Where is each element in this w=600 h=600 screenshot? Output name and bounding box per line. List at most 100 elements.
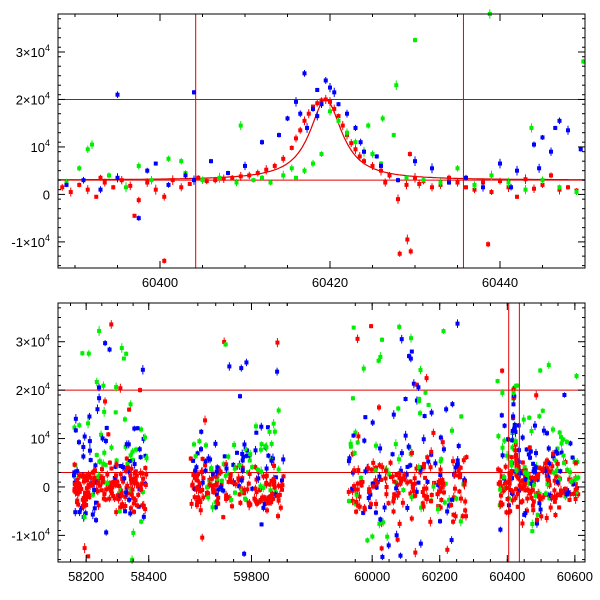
- data-point-group: [113, 410, 118, 415]
- data-point-group: [416, 463, 421, 471]
- data-point-group: [514, 485, 519, 493]
- data-point: [140, 489, 145, 494]
- data-point: [215, 465, 220, 470]
- data-point: [508, 509, 513, 514]
- data-point-group: [403, 396, 408, 402]
- data-point: [166, 182, 171, 187]
- data-point-group: [373, 467, 378, 473]
- data-point-group: [94, 194, 99, 199]
- data-point: [541, 428, 546, 433]
- data-point-group: [537, 499, 542, 508]
- data-point-group: [510, 488, 515, 495]
- data-point: [511, 402, 516, 407]
- data-point-group: [514, 383, 519, 389]
- data-point-group: [107, 495, 112, 503]
- data-point-group: [86, 470, 91, 480]
- data-point-group: [374, 154, 379, 159]
- data-point: [576, 492, 581, 497]
- data-point-group: [549, 172, 553, 179]
- data-point-group: [504, 509, 509, 516]
- data-point: [110, 485, 115, 490]
- data-point: [441, 490, 446, 495]
- data-point-group: [521, 414, 526, 425]
- data-point: [430, 166, 434, 171]
- data-point-group: [550, 493, 555, 501]
- data-point-group: [183, 171, 188, 179]
- data-point: [416, 465, 421, 470]
- data-point-group: [197, 479, 202, 488]
- data-point-group: [510, 426, 515, 436]
- data-point: [366, 466, 371, 471]
- data-point: [535, 517, 540, 522]
- data-point-group: [133, 496, 138, 504]
- data-point: [114, 510, 119, 515]
- data-point: [529, 488, 534, 493]
- data-point: [115, 175, 120, 180]
- data-point: [370, 534, 375, 539]
- data-point-group: [358, 475, 363, 481]
- data-point: [443, 481, 448, 486]
- data-point: [244, 453, 249, 458]
- data-point-group: [532, 421, 537, 431]
- data-point-group: [232, 490, 237, 496]
- data-point: [365, 538, 370, 543]
- data-point: [452, 473, 457, 478]
- data-point: [223, 473, 228, 478]
- data-point-group: [515, 504, 520, 510]
- data-point: [404, 175, 409, 180]
- data-point: [354, 499, 359, 504]
- data-point-group: [390, 451, 395, 457]
- data-point: [518, 471, 523, 476]
- data-point: [217, 175, 222, 180]
- data-point-group: [242, 485, 247, 494]
- data-point: [463, 499, 468, 504]
- data-point: [363, 469, 368, 474]
- data-point: [548, 505, 553, 510]
- data-point-group: [355, 439, 360, 446]
- data-point-group: [135, 426, 140, 431]
- data-point-group: [93, 500, 98, 505]
- y-tick-label: 104: [31, 138, 50, 155]
- data-point: [447, 497, 452, 502]
- data-point-group: [516, 463, 521, 471]
- data-point-group: [557, 505, 562, 510]
- data-point: [305, 125, 310, 130]
- data-point: [428, 519, 433, 524]
- data-point-group: [92, 503, 97, 513]
- data-point-group: [498, 501, 503, 509]
- data-point: [94, 487, 99, 492]
- data-point-group: [362, 149, 366, 155]
- data-point-group: [425, 478, 430, 485]
- data-point-group: [384, 490, 389, 499]
- data-point-group: [528, 472, 533, 483]
- data-point-group: [162, 258, 167, 264]
- data-point-group: [538, 465, 543, 472]
- data-point-group: [259, 466, 264, 477]
- data-point-group: [285, 115, 290, 122]
- data-point: [429, 449, 434, 454]
- data-point: [123, 509, 128, 514]
- data-point-group: [547, 460, 552, 467]
- data-point-group: [130, 457, 135, 463]
- data-point-group: [270, 490, 275, 498]
- data-point-group: [354, 508, 359, 515]
- data-point: [571, 491, 576, 496]
- data-point: [502, 481, 507, 486]
- data-point: [533, 451, 538, 456]
- data-point-group: [461, 456, 466, 465]
- data-point-group: [319, 100, 324, 109]
- data-point: [399, 451, 404, 456]
- data-point: [246, 481, 251, 486]
- data-point: [420, 501, 425, 506]
- data-point: [562, 486, 567, 491]
- data-point: [396, 197, 400, 202]
- data-point: [403, 433, 408, 438]
- data-point: [565, 488, 570, 493]
- data-point-group: [75, 477, 80, 483]
- data-point: [77, 166, 82, 171]
- data-point-group: [498, 492, 503, 499]
- data-point-group: [216, 485, 221, 494]
- data-point-group: [401, 487, 406, 494]
- data-point-group: [518, 468, 523, 479]
- data-point: [532, 142, 536, 147]
